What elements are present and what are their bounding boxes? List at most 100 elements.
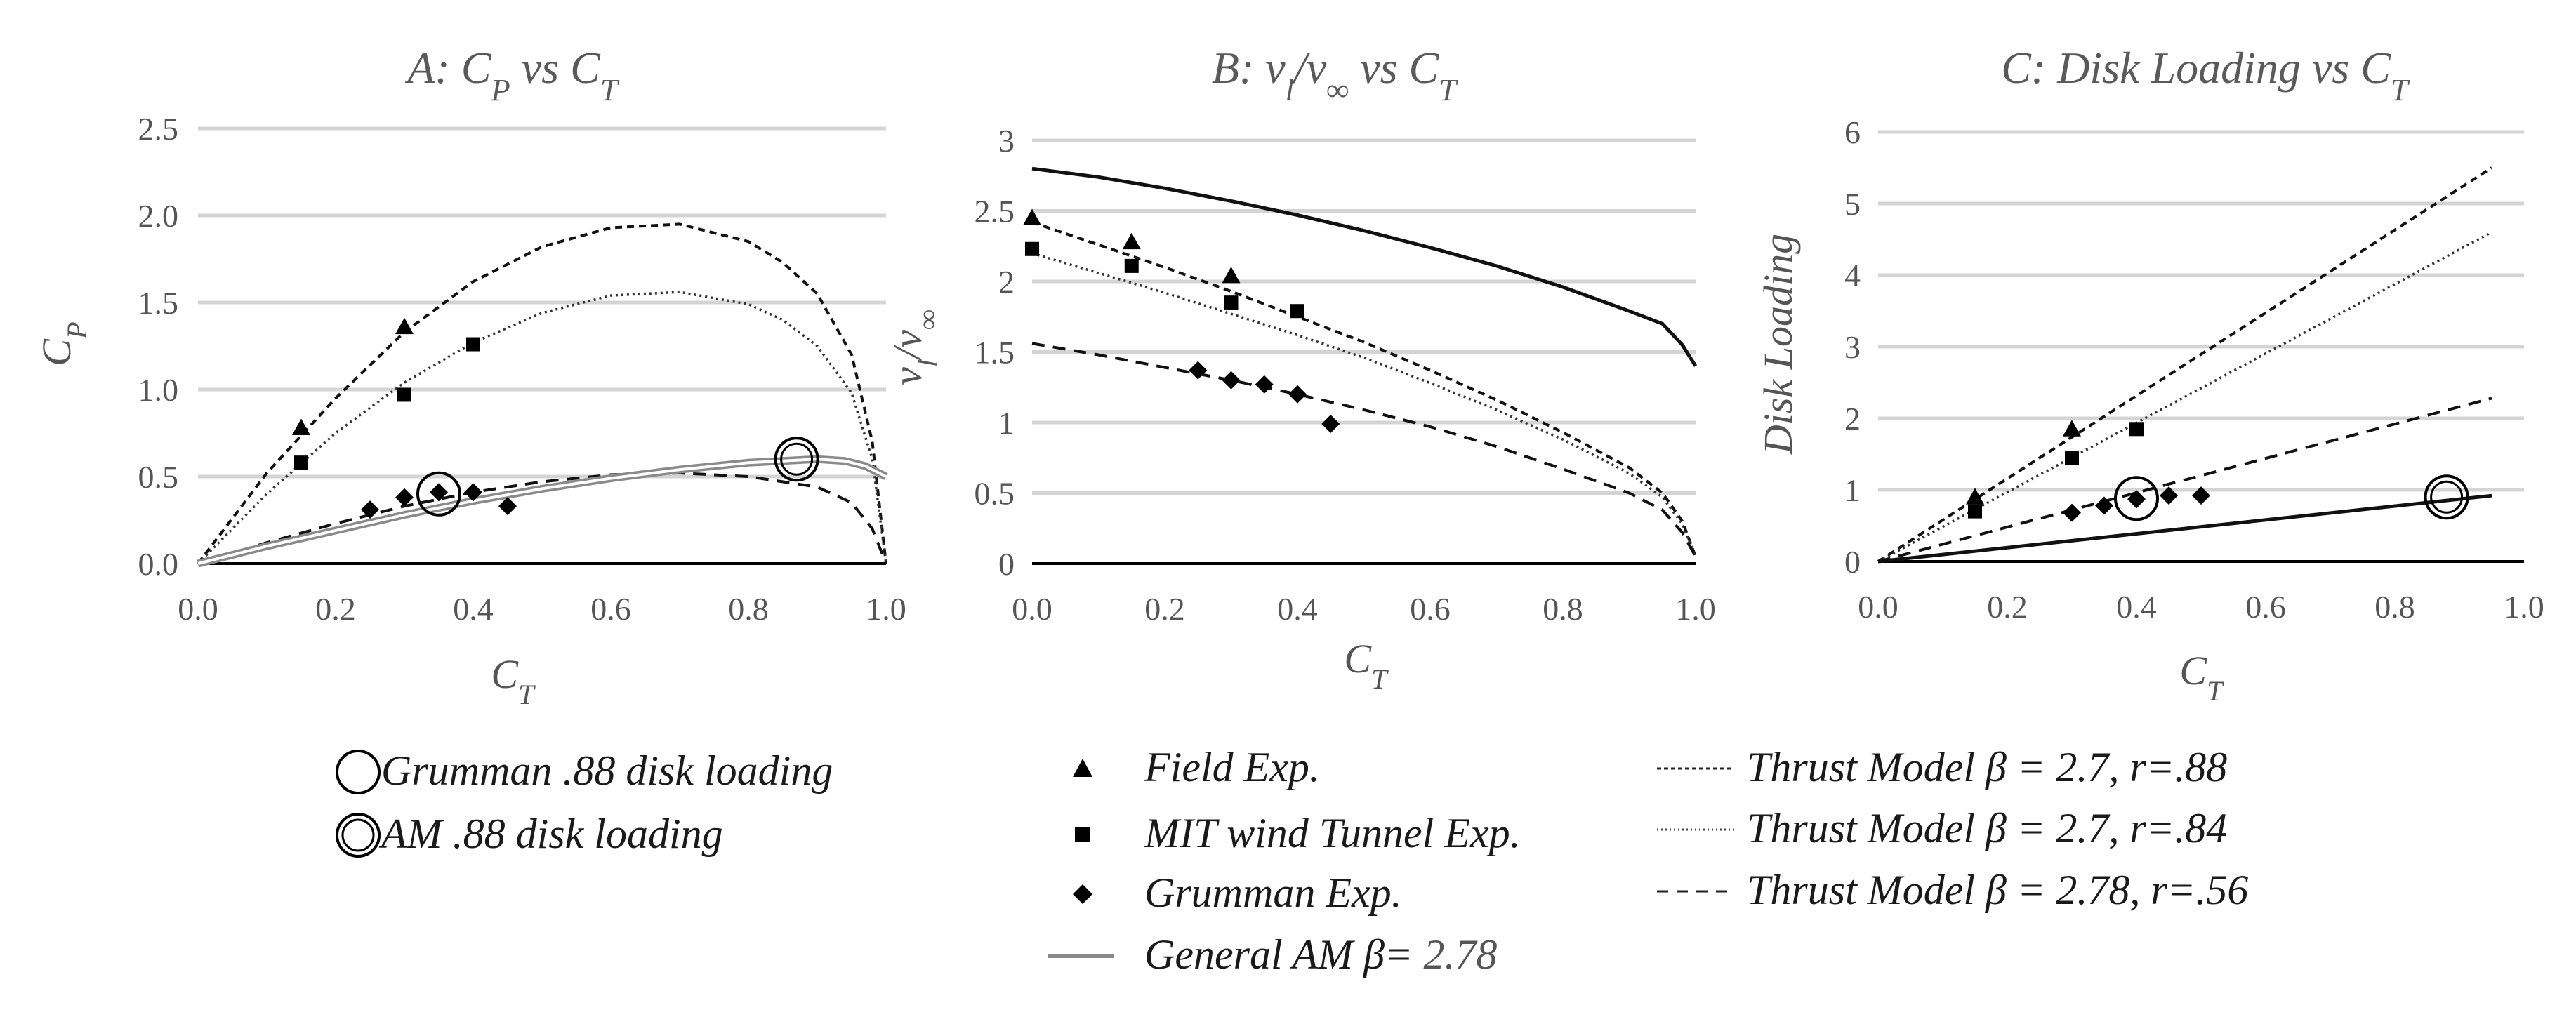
data-point-field-exp <box>292 418 310 435</box>
y-tick-label: 1.0 <box>138 372 179 408</box>
series-line-thrust-model-2-7-r-88 <box>197 222 887 565</box>
legend-label: Field Exp. <box>1144 744 1320 790</box>
annotation-grumman-88-disk-loading <box>416 471 461 517</box>
data-point-grumman-exp <box>2095 496 2113 515</box>
y-tick-label: 0.0 <box>138 546 179 582</box>
y-tick-label: 0 <box>998 546 1015 582</box>
legend-label: General AM β= 2.78 <box>1144 931 1498 978</box>
legend-item-grumman: Grumman Exp. <box>1073 870 1402 916</box>
x-tick-label: 1.0 <box>866 591 906 627</box>
series-line-inner <box>197 458 887 565</box>
data-point-grumman-exp <box>361 500 379 519</box>
x-tick-label: 0.0 <box>1858 589 1898 625</box>
x-tick-label: 0.8 <box>728 591 769 627</box>
text-part: v <box>885 367 930 385</box>
subscript: T <box>2207 675 2224 707</box>
legend-label-main: General AM β= <box>1144 931 1413 978</box>
x-axis-label: CT <box>491 651 536 710</box>
legend-label: Grumman .88 disk loading <box>381 747 833 794</box>
data-point-field-exp <box>1966 488 1984 505</box>
legend-diamond-icon <box>1073 884 1092 904</box>
text-part: C <box>2179 648 2207 693</box>
data-point-mit-wind-tunnel-exp <box>294 455 308 470</box>
series-line-general-am-2-78 <box>1877 493 2492 564</box>
legend-item-tm88: Thrust Model β = 2.7, r=.88 <box>1657 744 2227 790</box>
subscript: T <box>1439 72 1458 107</box>
y-tick-label: 4 <box>1844 258 1861 293</box>
y-axis-label: vl/v∞ <box>885 310 944 385</box>
legend-label: MIT wind Tunnel Exp. <box>1144 810 1521 856</box>
series-line-thrust-model-2-78-r-56 <box>1877 397 2492 563</box>
data-point-mit-wind-tunnel-exp <box>466 337 480 352</box>
data-point-grumman-exp <box>1222 371 1241 390</box>
legend-item-grumman-circle: Grumman .88 disk loading <box>336 747 833 794</box>
legend: Grumman .88 disk loading AM .88 disk load… <box>336 744 2248 978</box>
subscript: l <box>1286 72 1294 107</box>
data-point-grumman-exp <box>1255 375 1274 394</box>
text-part: C <box>1344 636 1372 681</box>
y-tick-label: 1 <box>998 405 1015 441</box>
subscript: P <box>61 321 93 340</box>
y-tick-label: 1.5 <box>975 335 1015 371</box>
series-line-thrust-model-2-7-r-84 <box>1877 231 2492 563</box>
subscript: l <box>912 359 944 367</box>
x-tick-label: 0.4 <box>1277 591 1318 627</box>
data-point-field-exp <box>1023 208 1041 225</box>
legend-label-value: 2.78 <box>1413 931 1498 978</box>
subscript: T <box>2391 72 2410 107</box>
data-point-grumman-exp <box>2192 486 2210 505</box>
text-part: /v <box>1292 43 1327 93</box>
x-tick-label: 0.6 <box>1410 591 1451 627</box>
data-point-field-exp <box>2063 420 2081 437</box>
annotation-am-88-disk-loading <box>2424 474 2469 520</box>
x-tick-label: 0.2 <box>1144 591 1185 627</box>
data-point-field-exp <box>1222 266 1241 284</box>
y-axis-label: CP <box>34 321 93 366</box>
y-tick-label: 2.0 <box>138 198 179 234</box>
data-point-grumman-exp <box>498 497 517 516</box>
text-part: vs C <box>1349 43 1439 93</box>
series-line-thrust-model-2-78-r-56 <box>1031 342 1697 557</box>
x-tick-label: 0.0 <box>1012 591 1052 627</box>
legend-double-circle-icon <box>336 813 381 858</box>
text-part: C <box>491 651 519 697</box>
data-point-grumman-exp <box>2063 503 2081 522</box>
series-line-thrust-model-2-7-r-84 <box>197 291 887 565</box>
y-tick-label: 6 <box>1844 114 1861 150</box>
legend-circle-icon <box>336 750 381 794</box>
x-tick-label: 0.8 <box>2374 589 2415 625</box>
data-point-grumman-exp <box>430 483 448 502</box>
text-part: C <box>34 338 79 366</box>
data-point-mit-wind-tunnel-exp <box>1124 258 1139 273</box>
series-line-general-am-2-78 <box>1031 166 1698 367</box>
legend-triangle-icon <box>1073 759 1092 777</box>
subscript: T <box>1371 663 1389 695</box>
panel-b-velocity-ratio-vs-ct: 0 0.5 1 1.5 2 2.5 3 0.0 0.2 0.4 0.6 0.8 1.0 B: vl/v∞ … <box>885 43 1716 695</box>
legend-label: AM .88 disk loading <box>378 811 723 857</box>
data-point-grumman-exp <box>2127 490 2146 509</box>
subscript: ∞ <box>912 310 944 330</box>
chart-title: B: vl/v∞ vs CT <box>1212 43 1458 107</box>
x-tick-label: 0.6 <box>590 591 631 627</box>
data-point-grumman-exp <box>464 483 482 502</box>
y-tick-label: 3 <box>998 123 1015 159</box>
data-point-mit-wind-tunnel-exp <box>1968 504 1982 519</box>
data-point-mit-wind-tunnel-exp <box>1224 295 1239 310</box>
x-tick-label: 0.2 <box>1987 589 2028 625</box>
legend-square-icon <box>1075 827 1090 842</box>
x-axis-label: CT <box>2179 648 2224 707</box>
data-point-mit-wind-tunnel-exp <box>2065 451 2079 465</box>
y-tick-label: 0.5 <box>138 459 179 495</box>
x-tick-label: 0.4 <box>2116 589 2157 625</box>
data-point-mit-wind-tunnel-exp <box>397 387 411 402</box>
text-part: A: C <box>404 43 491 93</box>
text-part: Disk Loading <box>1755 234 1801 455</box>
legend-item-general-am: General AM β= 2.78 <box>1048 931 1498 978</box>
annotation-inner-am-88-disk-loading <box>780 442 814 476</box>
x-axis-label: CT <box>1344 636 1389 695</box>
panel-a-cp-vs-ct: 0.0 0.5 1.0 1.5 2.0 2.5 0.0 0.2 0.4 0.6 0.8 1.0 A: C… <box>34 43 906 710</box>
data-point-grumman-exp <box>1321 415 1340 434</box>
text-part: B: v <box>1212 43 1286 93</box>
legend-item-field: Field Exp. <box>1073 744 1320 790</box>
